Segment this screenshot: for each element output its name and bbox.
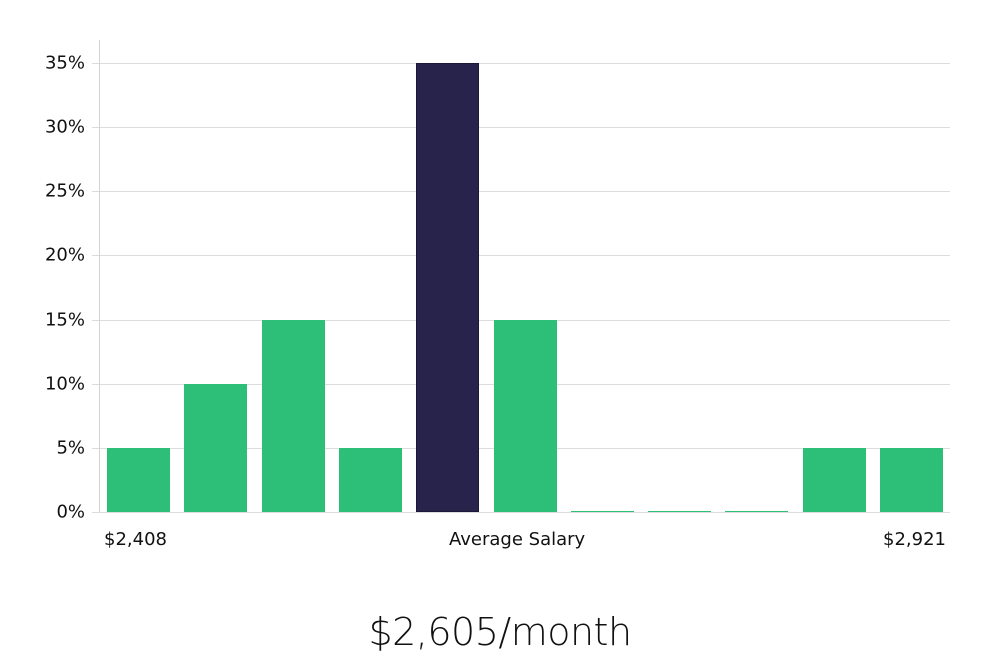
average-salary-summary: $2,605/month — [368, 610, 632, 654]
y-tick-label: 20% — [44, 244, 85, 266]
bar — [725, 510, 788, 512]
y-axis-line — [99, 40, 100, 512]
gridline — [92, 63, 950, 64]
y-tick-label: 0% — [56, 501, 85, 523]
gridline — [92, 255, 950, 256]
x-max-label: $2,921 — [883, 529, 946, 550]
y-tick-label: 5% — [56, 437, 85, 459]
bar — [571, 510, 634, 512]
y-tick-label: 35% — [44, 52, 85, 74]
x-axis-title: Average Salary — [449, 529, 586, 550]
y-tick-label: 25% — [44, 180, 85, 202]
bar — [880, 447, 943, 512]
bar — [107, 447, 170, 512]
bar — [184, 383, 247, 512]
gridline — [92, 127, 950, 128]
gridline — [92, 191, 950, 192]
highlighted-bar — [416, 63, 479, 512]
bar — [339, 447, 402, 512]
bar — [803, 447, 866, 512]
y-tick-label: 15% — [44, 309, 85, 331]
y-tick-label: 30% — [44, 116, 85, 138]
gridline — [92, 512, 950, 513]
bar — [262, 319, 325, 512]
bar — [494, 319, 557, 512]
x-min-label: $2,408 — [104, 529, 167, 550]
bar — [648, 510, 711, 512]
y-tick-label: 10% — [44, 373, 85, 395]
